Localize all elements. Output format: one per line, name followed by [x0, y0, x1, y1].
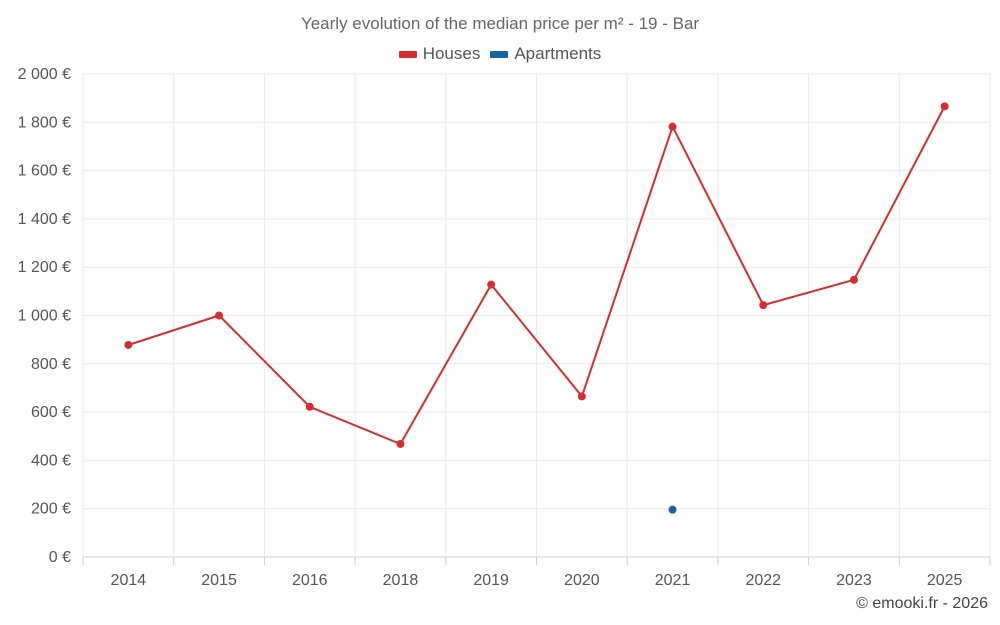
data-point-apartments	[668, 505, 677, 514]
y-tick-label: 1 600 €	[18, 163, 71, 180]
data-point-houses	[940, 102, 949, 111]
legend-item-houses[interactable]: Houses	[398, 44, 481, 64]
data-point-houses	[396, 439, 405, 448]
y-tick-label: 600 €	[31, 404, 71, 421]
x-tick-label: 2018	[383, 572, 419, 589]
y-tick-label: 1 000 €	[18, 308, 71, 325]
x-tick-label: 2019	[473, 572, 509, 589]
data-point-houses	[305, 402, 314, 411]
x-tick-label: 2021	[655, 572, 691, 589]
legend-swatch-houses	[398, 50, 417, 58]
y-tick-label: 2 000 €	[18, 66, 71, 83]
y-tick-label: 1 200 €	[18, 259, 71, 276]
y-tick-label: 400 €	[31, 452, 71, 469]
x-tick-label: 2015	[201, 572, 237, 589]
data-point-houses	[215, 311, 224, 320]
legend: Houses Apartments	[0, 44, 1000, 64]
data-point-houses	[849, 275, 858, 284]
x-tick-label: 2025	[927, 572, 963, 589]
legend-label-houses: Houses	[422, 44, 481, 63]
data-point-houses	[124, 340, 133, 349]
y-tick-label: 800 €	[31, 356, 71, 373]
y-tick-label: 1 800 €	[18, 114, 71, 131]
data-point-houses	[577, 392, 586, 401]
data-point-houses	[668, 122, 677, 131]
x-tick-label: 2020	[564, 572, 600, 589]
x-tick-label: 2014	[111, 572, 147, 589]
series-line-houses	[127, 105, 946, 445]
legend-swatch-apartments	[490, 50, 509, 58]
y-tick-label: 0 €	[49, 549, 71, 566]
data-point-houses	[487, 280, 496, 289]
data-point-houses	[759, 301, 768, 310]
legend-item-apartments[interactable]: Apartments	[490, 44, 601, 64]
x-tick-label: 2022	[745, 572, 781, 589]
watermark: © emooki.fr - 2026	[856, 595, 988, 612]
y-tick-label: 200 €	[31, 501, 71, 518]
x-tick-label: 2023	[836, 572, 872, 589]
legend-label-apartments: Apartments	[514, 44, 602, 63]
chart-title: Yearly evolution of the median price per…	[300, 14, 700, 33]
y-tick-label: 1 400 €	[18, 211, 71, 228]
x-tick-label: 2016	[292, 572, 328, 589]
